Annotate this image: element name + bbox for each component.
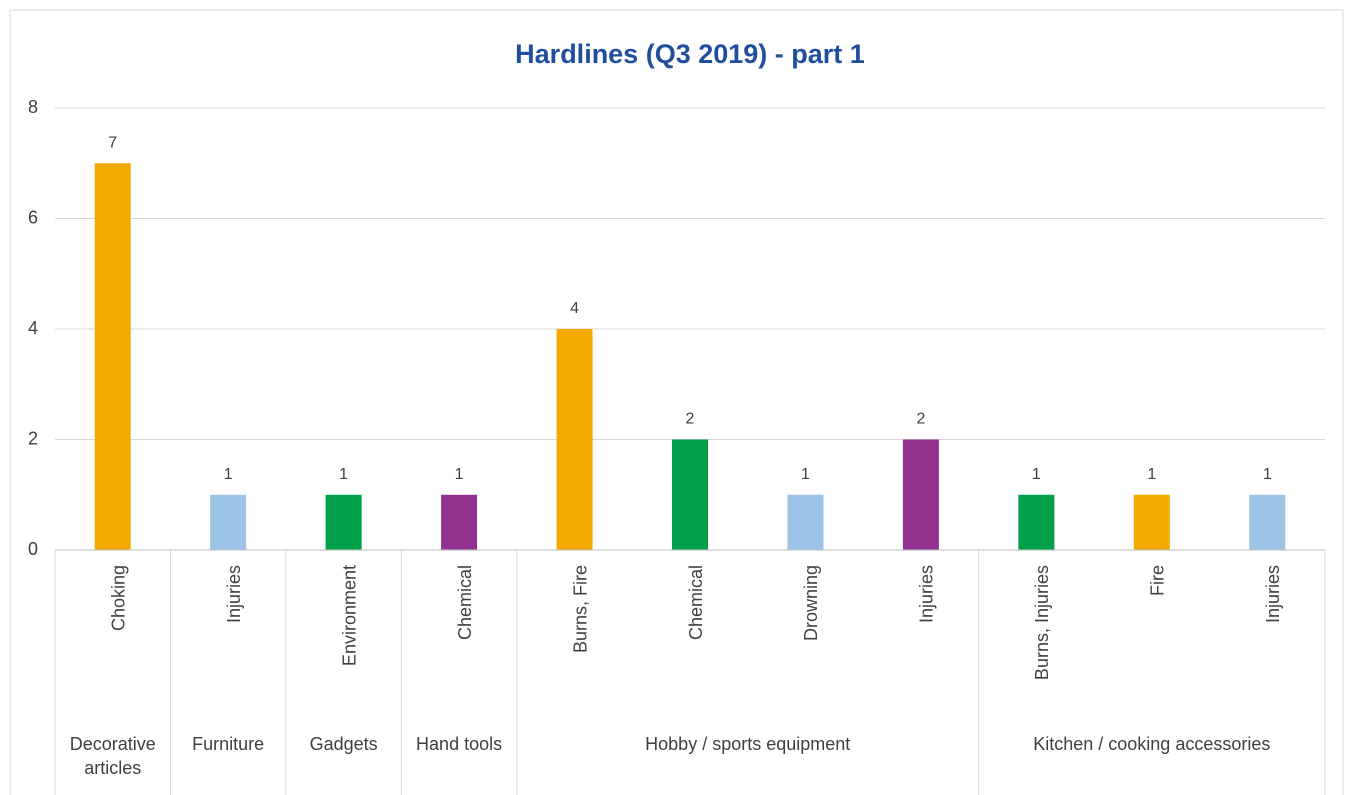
x-tick-label: Injuries xyxy=(224,565,244,623)
bar xyxy=(441,494,478,550)
y-tick-label: 6 xyxy=(28,207,38,227)
y-tick-label: 4 xyxy=(28,318,38,338)
bar xyxy=(1018,494,1055,550)
y-tick-label: 8 xyxy=(28,97,38,117)
group-label: Decorative articles xyxy=(69,734,156,778)
data-label: 1 xyxy=(1032,466,1041,483)
data-label: 1 xyxy=(455,466,464,483)
bar xyxy=(94,163,131,550)
data-label: 7 xyxy=(108,134,117,151)
bar xyxy=(902,439,939,550)
group-label: Furniture xyxy=(192,734,265,754)
x-tick-label: Chemical xyxy=(686,565,706,640)
x-tick-label: Environment xyxy=(339,565,359,666)
y-tick-label: 2 xyxy=(28,428,38,448)
x-tick-label: Drowning xyxy=(801,565,821,641)
data-label: 1 xyxy=(339,466,348,483)
x-tick-label: Choking xyxy=(108,565,128,631)
y-tick-label: 0 xyxy=(28,539,38,559)
bar xyxy=(787,494,824,550)
data-label: 2 xyxy=(686,411,695,428)
bar xyxy=(672,439,708,550)
bar xyxy=(210,494,247,550)
x-tick-label: Burns, Injuries xyxy=(1032,565,1052,680)
group-label: Gadgets xyxy=(309,734,378,754)
chart-title: Hardlines (Q3 2019) - part 1 xyxy=(515,39,865,69)
x-tick-label: Burns, Fire xyxy=(570,565,590,653)
x-tick-label: Injuries xyxy=(1263,565,1283,623)
data-label: 1 xyxy=(1263,466,1272,483)
group-label: Hobby / sports equipment xyxy=(645,734,851,754)
bar xyxy=(1249,494,1286,550)
x-tick-label: Chemical xyxy=(455,565,475,640)
bar xyxy=(556,329,593,550)
bar xyxy=(325,494,362,550)
data-label: 1 xyxy=(224,466,233,483)
data-label: 1 xyxy=(801,466,810,483)
group-label: Kitchen / cooking accessories xyxy=(1033,734,1271,754)
x-tick-label: Fire xyxy=(1148,565,1168,596)
x-tick-label: Injuries xyxy=(917,565,937,623)
data-label: 4 xyxy=(570,300,579,317)
data-label: 1 xyxy=(1147,466,1156,483)
group-label: Hand tools xyxy=(416,734,503,754)
data-label: 2 xyxy=(916,411,925,428)
bar xyxy=(1133,494,1170,550)
